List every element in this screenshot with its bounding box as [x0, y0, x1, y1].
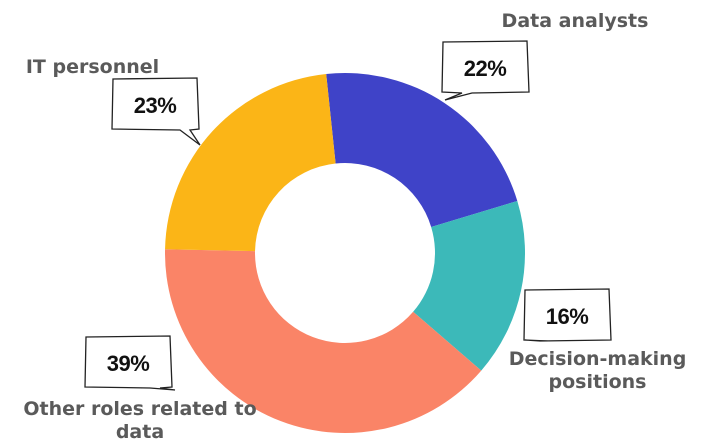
callout-box — [523, 288, 612, 342]
category-label: Data analysts — [501, 10, 649, 32]
callout-box — [84, 335, 176, 391]
category-label: Decision-making positions — [508, 348, 687, 393]
donut-slice — [165, 73, 336, 252]
category-label: Other roles related to data — [23, 398, 257, 443]
callout-box — [441, 40, 530, 101]
donut-slice — [326, 73, 518, 227]
donut-slice — [413, 200, 526, 371]
value-label: 39% — [107, 351, 150, 376]
value-label: 22% — [464, 56, 507, 81]
value-label: 23% — [134, 93, 177, 118]
donut-slice — [165, 249, 482, 434]
category-label: IT personnel — [25, 56, 160, 78]
callout-box — [111, 77, 201, 146]
value-label: 16% — [546, 304, 589, 329]
